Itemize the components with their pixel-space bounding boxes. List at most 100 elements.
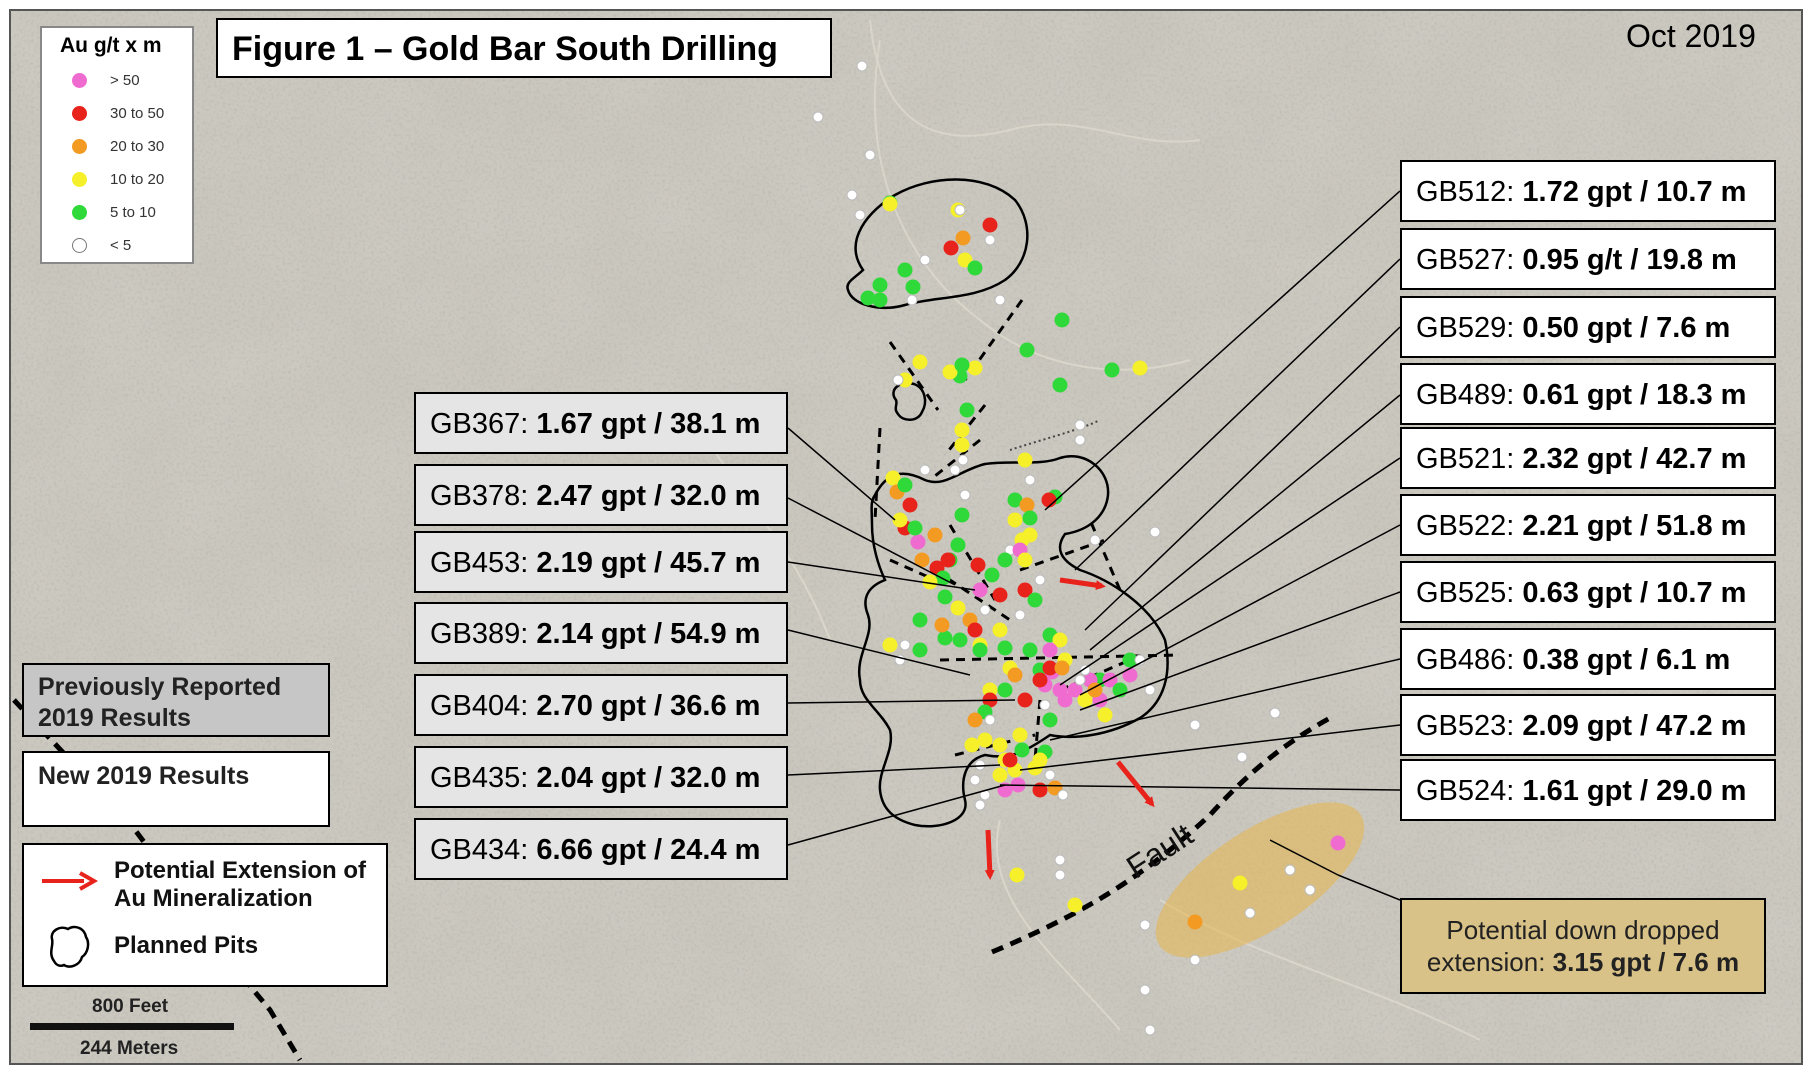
drill-hole-dot bbox=[950, 537, 966, 553]
drill-hole-dot bbox=[1232, 875, 1248, 891]
drill-hole-dot bbox=[950, 600, 966, 616]
main-fault bbox=[991, 715, 1332, 955]
new-results-key: New 2019 Results bbox=[22, 751, 330, 827]
drill-hole-dot bbox=[1269, 707, 1281, 719]
callout-result: 3.15 gpt / 7.6 m bbox=[1552, 947, 1740, 977]
hole-id: GB522: bbox=[1416, 510, 1515, 542]
pits-label: Planned Pits bbox=[114, 932, 259, 959]
drill-hole-dot bbox=[934, 617, 950, 633]
drill-hole-dot bbox=[1074, 419, 1086, 431]
drill-hole-dot bbox=[997, 640, 1013, 656]
hole-id: GB378: bbox=[430, 480, 529, 512]
drill-hole-dot bbox=[1022, 527, 1038, 543]
drill-hole-dot bbox=[1057, 789, 1069, 801]
legend-swatch-orange bbox=[72, 139, 87, 154]
drill-hole-dot bbox=[1122, 652, 1138, 668]
figure-date: Oct 2019 bbox=[1626, 18, 1756, 54]
drill-hole-dot bbox=[1284, 864, 1296, 876]
hole-id: GB453: bbox=[430, 547, 529, 579]
hole-result: 2.47 gpt / 32.0 m bbox=[536, 480, 761, 512]
legend-swatch-green bbox=[72, 205, 87, 220]
legend-row: > 50 bbox=[60, 64, 192, 97]
drill-hole-dot bbox=[959, 489, 971, 501]
drill-hole-dot bbox=[892, 512, 908, 528]
drill-hole-dot bbox=[997, 552, 1013, 568]
hole-result: 2.70 gpt / 36.6 m bbox=[536, 690, 761, 722]
drill-hole-dot bbox=[1041, 492, 1057, 508]
drill-hole-dot bbox=[907, 520, 923, 536]
drill-hole-dot bbox=[1097, 707, 1113, 723]
hole-id: GB404: bbox=[430, 690, 529, 722]
drill-hole-dot bbox=[912, 354, 928, 370]
drill-hole-dot bbox=[872, 277, 888, 293]
hole-result: 2.14 gpt / 54.9 m bbox=[536, 618, 761, 650]
hole-result: 2.19 gpt / 45.7 m bbox=[536, 547, 761, 579]
drill-hole-dot bbox=[992, 622, 1008, 638]
drill-hole-dot bbox=[1014, 609, 1026, 621]
legend-swatch-yellow bbox=[72, 172, 87, 187]
drill-hole-dot bbox=[1052, 377, 1068, 393]
drill-hole-dot bbox=[922, 574, 938, 590]
legend-label: 10 to 20 bbox=[110, 171, 165, 188]
drill-hole-dot bbox=[1054, 869, 1066, 881]
drill-label-previous: GB389: 2.14 gpt / 54.9 m bbox=[414, 602, 788, 664]
pit-main bbox=[857, 455, 1169, 828]
drill-hole-dot bbox=[1017, 452, 1033, 468]
hole-result: 0.38 gpt / 6.1 m bbox=[1522, 644, 1731, 676]
drill-hole-dot bbox=[1077, 692, 1093, 708]
hole-id: GB512: bbox=[1416, 176, 1515, 208]
pit-outline-icon bbox=[50, 925, 90, 968]
hole-id: GB389: bbox=[430, 618, 529, 650]
legend-row: < 5 bbox=[60, 229, 192, 262]
drill-hole-dot bbox=[846, 189, 858, 201]
drill-label-previous: GB404: 2.70 gpt / 36.6 m bbox=[414, 674, 788, 736]
drill-hole-dot bbox=[992, 767, 1008, 783]
drill-hole-dot bbox=[1002, 752, 1018, 768]
drill-hole-dot bbox=[864, 149, 876, 161]
drill-hole-dot bbox=[977, 732, 993, 748]
drill-hole-dot bbox=[1244, 907, 1256, 919]
drill-hole-dot bbox=[967, 260, 983, 276]
drill-hole-dot bbox=[979, 604, 991, 616]
drill-hole-dot bbox=[902, 497, 918, 513]
drill-label-previous: GB434: 6.66 gpt / 24.4 m bbox=[414, 818, 788, 880]
drill-hole-dot bbox=[1014, 742, 1030, 758]
drill-hole-dot bbox=[1039, 699, 1051, 711]
drill-label-new: GB486: 0.38 gpt / 6.1 m bbox=[1400, 628, 1776, 690]
drill-hole-dot bbox=[1089, 534, 1101, 546]
legend-row: 10 to 20 bbox=[60, 163, 192, 196]
hole-result: 2.09 gpt / 47.2 m bbox=[1522, 710, 1747, 742]
drill-hole-dot bbox=[1074, 674, 1086, 686]
drill-hole-dot bbox=[919, 254, 931, 266]
drill-hole-dot bbox=[912, 612, 928, 628]
drill-hole-dot bbox=[1189, 954, 1201, 966]
drill-hole-dot bbox=[1012, 727, 1028, 743]
drill-hole-dot bbox=[997, 682, 1013, 698]
drill-hole-dot bbox=[937, 589, 953, 605]
grade-legend: Au g/t x m > 50 30 to 50 20 to 30 10 to … bbox=[40, 26, 194, 264]
drill-hole-dot bbox=[1054, 854, 1066, 866]
drill-hole-dot bbox=[910, 534, 926, 550]
drill-hole-dot bbox=[1042, 642, 1058, 658]
legend-row: 30 to 50 bbox=[60, 97, 192, 130]
drill-hole-dot bbox=[1189, 719, 1201, 731]
hole-result: 2.04 gpt / 32.0 m bbox=[536, 762, 761, 794]
drill-hole-dot bbox=[984, 714, 996, 726]
drill-hole-dot bbox=[1132, 360, 1148, 376]
drill-hole-dot bbox=[984, 234, 996, 246]
scale-meters: 244 Meters bbox=[80, 1038, 179, 1059]
drill-hole-dot bbox=[1139, 919, 1151, 931]
symbol-legend: Potential Extension of Au Mineralization… bbox=[22, 843, 388, 987]
legend-label: 30 to 50 bbox=[110, 105, 165, 122]
drill-holes bbox=[812, 60, 1346, 1036]
drill-label-previous: GB435: 2.04 gpt / 32.0 m bbox=[414, 746, 788, 808]
drill-hole-dot bbox=[972, 582, 988, 598]
legend-swatch-red bbox=[72, 106, 87, 121]
scale-feet: 800 Feet bbox=[92, 996, 169, 1017]
drill-hole-dot bbox=[992, 587, 1008, 603]
legend-title: Au g/t x m bbox=[60, 34, 162, 57]
hole-result: 0.50 gpt / 7.6 m bbox=[1522, 312, 1731, 344]
drill-hole-dot bbox=[964, 737, 980, 753]
drill-hole-dot bbox=[992, 737, 1008, 753]
legend-row: 5 to 10 bbox=[60, 196, 192, 229]
